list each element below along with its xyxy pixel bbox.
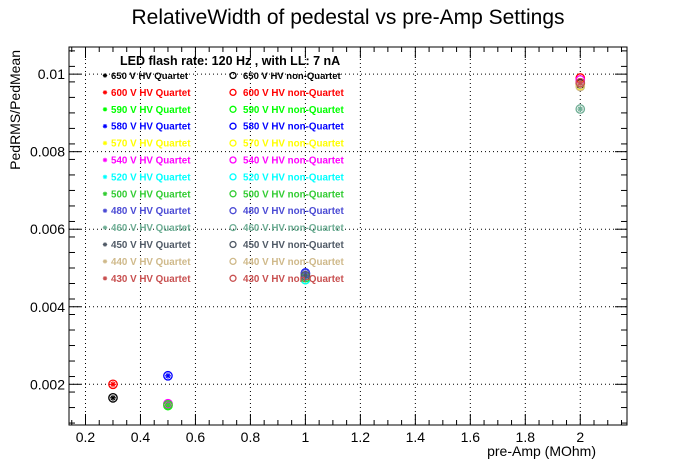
y-axis-label: PedRMS/PedMean <box>7 50 23 170</box>
legend-label: 600 V HV non-Quartet <box>243 88 344 99</box>
legend-marker-circle <box>229 105 237 113</box>
data-point-circle <box>575 104 586 114</box>
x-tick-label: 1.8 <box>516 429 536 445</box>
grid <box>69 47 627 425</box>
legend-marker-circle <box>229 274 237 282</box>
legend-label: 520 V HV Quartet <box>111 172 191 183</box>
legend-label: 540 V HV non-Quartet <box>243 156 344 167</box>
x-axis-label: pre-Amp (MOhm) <box>487 443 596 459</box>
data-points <box>108 73 586 411</box>
legend-marker-star <box>102 259 108 264</box>
chart-title: RelativeWidth of pedestal vs pre-Amp Set… <box>131 6 564 29</box>
data-point-star <box>577 79 584 86</box>
x-tick-label: 2 <box>576 429 584 445</box>
x-tick-label: 0.6 <box>186 429 206 445</box>
x-tick-label: 0.2 <box>76 429 96 445</box>
data-point-star <box>109 381 116 388</box>
legend-marker-star <box>102 90 108 95</box>
legend-label: 460 V HV Quartet <box>111 223 191 234</box>
legend-label: 430 V HV non-Quartet <box>243 274 344 285</box>
legend-label: 570 V HV non-Quartet <box>243 139 344 150</box>
data-point-star <box>302 272 309 279</box>
y-axis: 0.002 0.004 0.006 0.008 0.01 <box>30 50 627 424</box>
legend-marker-star <box>102 157 108 163</box>
legend-marker-circle <box>229 223 237 232</box>
legend-marker-circle <box>229 257 237 266</box>
legend-label: 450 V HV non-Quartet <box>243 240 344 251</box>
data-point-star <box>164 372 171 379</box>
legend-label: 600 V HV Quartet <box>111 88 191 99</box>
legend-marker-star <box>102 124 108 129</box>
data-point-circle <box>575 77 586 88</box>
legend-marker-star <box>102 73 108 78</box>
legend-marker-circle <box>229 71 237 80</box>
y-tick-label: 0.008 <box>30 144 65 160</box>
x-tick-label: 1.2 <box>351 429 371 445</box>
legend-marker-star <box>102 107 108 112</box>
legend-header: LED flash rate: 120 Hz , with LL: 7 nA <box>120 54 340 68</box>
data-point-circle <box>163 370 173 381</box>
legend-label: 440 V HV non-Quartet <box>243 257 344 268</box>
data-point-circle <box>108 393 118 403</box>
legend-label: 450 V HV Quartet <box>111 240 191 251</box>
legend-label: 440 V HV Quartet <box>111 257 191 268</box>
legend-label: 460 V HV non-Quartet <box>243 223 344 234</box>
legend-label: 570 V HV Quartet <box>111 139 191 150</box>
y-tick-label: 0.01 <box>38 66 65 82</box>
legend-label: 520 V HV non-Quartet <box>243 172 344 183</box>
y-tick-label: 0.004 <box>30 299 65 315</box>
legend-marker-circle <box>229 139 237 147</box>
legend-marker-circle <box>229 156 237 164</box>
data-point-star <box>577 106 584 113</box>
legend-marker-star <box>102 140 108 146</box>
y-tick-label: 0.002 <box>30 376 65 392</box>
legend-label: 580 V HV non-Quartet <box>243 122 344 133</box>
legend-marker-circle <box>229 173 237 181</box>
data-point-star <box>109 394 116 401</box>
legend-marker-star <box>102 225 108 230</box>
data-point-circle <box>163 399 173 410</box>
data-point-circle <box>108 379 118 390</box>
legend-marker-circle <box>229 88 237 97</box>
legend-label: 500 V HV non-Quartet <box>243 189 344 200</box>
x-tick-label: 1.6 <box>461 429 481 445</box>
legend: LED flash rate: 120 Hz , with LL: 7 nA 6… <box>102 54 344 285</box>
x-tick-label: 0.4 <box>131 429 151 445</box>
legend-label: 480 V HV Quartet <box>111 206 191 217</box>
x-axis: 0.2 0.4 0.6 0.8 1 1.2 1.4 1.6 1.8 2 <box>71 47 623 445</box>
legend-label: 430 V HV Quartet <box>111 274 191 285</box>
legend-label: 590 V HV Quartet <box>111 105 191 116</box>
data-point-star <box>164 401 171 408</box>
legend-marker-star <box>102 191 108 196</box>
legend-label: 500 V HV Quartet <box>111 189 191 200</box>
x-tick-label: 0.8 <box>241 429 261 445</box>
data-point-circle <box>300 270 311 281</box>
y-tick-label: 0.006 <box>30 221 65 237</box>
legend-marker-circle <box>229 122 237 130</box>
legend-label: 650 V HV non-Quartet <box>243 71 341 82</box>
x-tick-label: 1 <box>301 429 309 445</box>
plot-frame <box>68 46 628 426</box>
legend-label: 580 V HV Quartet <box>111 122 191 133</box>
legend-marker-star <box>102 208 108 213</box>
legend-marker-star <box>102 174 108 180</box>
legend-marker-circle <box>229 207 237 215</box>
legend-label: 590 V HV non-Quartet <box>243 105 344 116</box>
legend-label: 650 V HV Quartet <box>111 71 189 82</box>
legend-marker-star <box>102 276 108 281</box>
legend-label: 540 V HV Quartet <box>111 156 191 167</box>
legend-marker-star <box>102 242 108 247</box>
legend-marker-circle <box>229 190 237 198</box>
legend-marker-circle <box>229 240 237 249</box>
x-tick-label: 1.4 <box>406 429 426 445</box>
legend-label: 480 V HV non-Quartet <box>243 206 344 217</box>
